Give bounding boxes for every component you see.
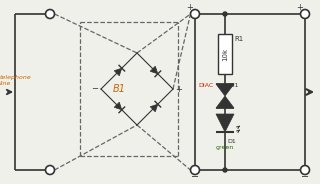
Polygon shape [216, 114, 234, 132]
Bar [218, 34, 232, 74]
Polygon shape [216, 84, 234, 96]
Text: telephone: telephone [0, 75, 32, 80]
Text: R1: R1 [234, 36, 243, 42]
Text: −: − [191, 172, 199, 182]
Circle shape [45, 165, 54, 174]
Circle shape [190, 10, 199, 19]
Text: +: + [175, 84, 182, 93]
Circle shape [300, 10, 309, 19]
Text: green: green [216, 145, 234, 150]
Text: +: + [187, 3, 193, 12]
Text: line: line [0, 81, 12, 86]
Polygon shape [114, 102, 122, 110]
Circle shape [300, 165, 309, 174]
Polygon shape [216, 96, 234, 108]
Circle shape [223, 168, 227, 172]
Circle shape [45, 10, 54, 19]
Circle shape [223, 12, 227, 16]
Text: D1: D1 [227, 139, 236, 144]
Text: 10k: 10k [222, 47, 228, 61]
Polygon shape [150, 66, 158, 74]
Text: −: − [301, 172, 309, 182]
Text: DIAC: DIAC [199, 83, 214, 88]
Polygon shape [114, 68, 122, 76]
Text: −: − [91, 84, 98, 93]
Polygon shape [150, 104, 158, 112]
Text: +: + [297, 3, 303, 12]
Circle shape [190, 165, 199, 174]
Text: Di1: Di1 [228, 83, 238, 88]
Text: B1: B1 [113, 84, 125, 94]
